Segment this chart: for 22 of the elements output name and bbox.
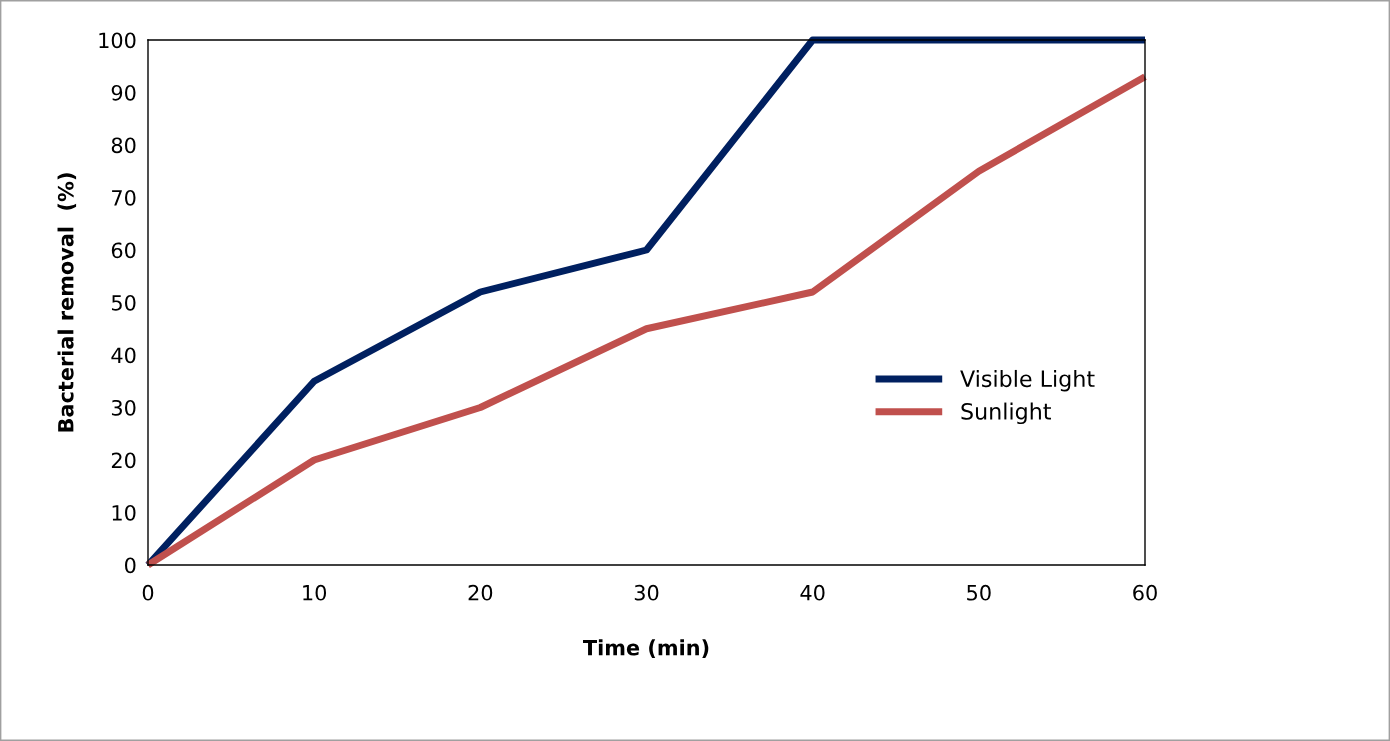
y-tick-label: 20 [111, 452, 136, 469]
x-axis-title: Time (min) [583, 639, 709, 658]
y-tick-label: 80 [111, 137, 136, 154]
x-tick-label: 30 [634, 584, 659, 601]
y-tick-label: 0 [125, 557, 136, 574]
x-tick-label: 40 [800, 584, 825, 601]
legend-label: Visible Light [960, 369, 1095, 392]
x-tick-label: 50 [967, 584, 991, 601]
legend-label: Sunlight [961, 402, 1051, 425]
y-tick-label: 40 [111, 347, 136, 364]
y-tick-label: 90 [111, 84, 136, 101]
x-tick-label: 0 [142, 584, 154, 601]
y-tick-label: 30 [111, 399, 136, 416]
y-tick-label: 50 [111, 294, 136, 311]
y-tick-label: 70 [112, 189, 136, 206]
y-tick-label: 100 [99, 32, 136, 49]
x-tick-label: 10 [303, 584, 327, 601]
x-tick-label: 60 [1133, 584, 1157, 601]
y-tick-label: 60 [111, 242, 136, 259]
y-axis-title: Bacterial removal (%) [57, 173, 77, 432]
x-tick-label: 20 [468, 584, 493, 601]
y-tick-label: 10 [112, 504, 136, 521]
